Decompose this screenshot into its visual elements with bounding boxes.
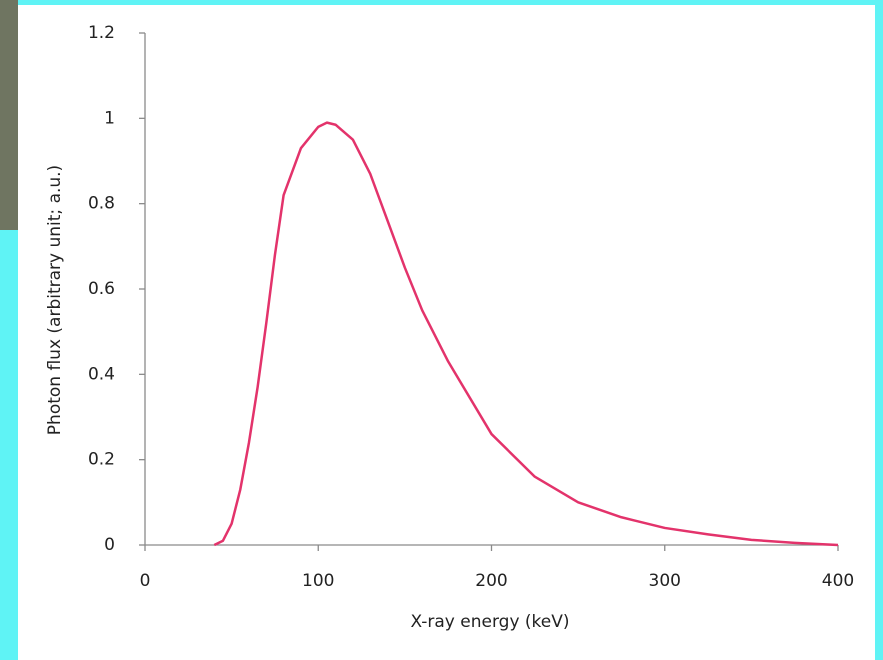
x-tick-label: 300 bbox=[649, 571, 681, 591]
x-axis-title: X-ray energy (keV) bbox=[410, 612, 569, 632]
y-axis-title: Photon flux (arbitrary unit; a.u.) bbox=[45, 165, 65, 435]
x-tick-label: 0 bbox=[140, 571, 151, 591]
y-tick-label: 0.8 bbox=[88, 194, 115, 214]
x-tick-label: 400 bbox=[822, 571, 854, 591]
y-tick-label: 1 bbox=[104, 108, 115, 128]
panel bbox=[18, 5, 875, 660]
y-tick-label: 0.2 bbox=[88, 450, 115, 470]
line bbox=[213, 121, 839, 547]
x-tick-label: 100 bbox=[302, 571, 334, 591]
photo-fragment bbox=[0, 0, 18, 230]
y-tick-label: 0.4 bbox=[88, 364, 115, 384]
x-tick-label: 200 bbox=[475, 571, 507, 591]
y-tick-label: 1.2 bbox=[88, 23, 115, 43]
y-tick-label: 0.6 bbox=[88, 279, 115, 299]
y-tick-label: 0 bbox=[104, 535, 115, 555]
